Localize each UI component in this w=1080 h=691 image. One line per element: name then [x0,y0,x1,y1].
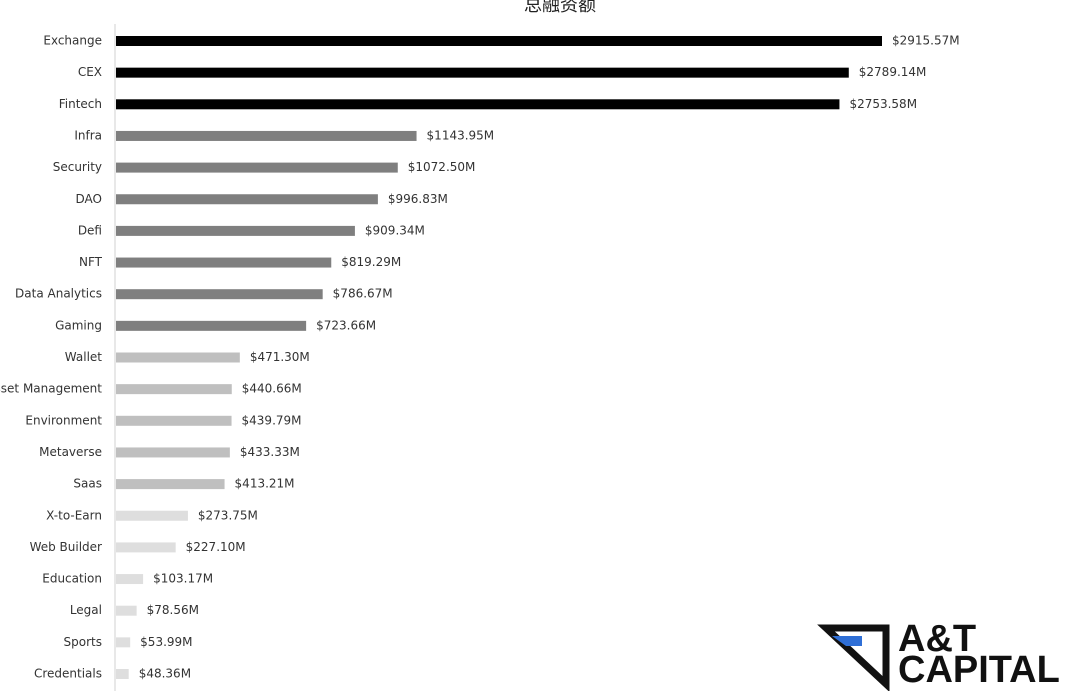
category-label: Metaverse [39,445,102,459]
category-label: DAO [76,192,102,206]
bar [116,542,176,553]
bar [116,669,129,679]
bar [116,415,232,426]
category-label: NFT [79,255,103,269]
category-label: Gaming [55,318,102,332]
category-label: Legal [70,603,102,617]
value-label: $2753.58M [849,97,917,111]
bar [116,352,240,363]
logo-line1: A&T [898,618,976,660]
value-label: $909.34M [365,223,425,237]
bar [116,479,225,490]
value-label: $48.36M [139,667,191,681]
value-label: $273.75M [198,508,258,522]
chart-title: 总融资额 [524,0,596,16]
category-label: Fintech [59,97,102,111]
category-label: Web Builder [30,540,102,554]
bar [116,225,355,236]
bar [116,510,188,521]
logo-accent [832,636,862,646]
value-label: $996.83M [388,192,448,206]
bar [116,320,307,331]
value-label: $786.67M [333,287,393,301]
bar [116,574,144,585]
category-label: Credentials [34,667,102,681]
category-label: Defi [78,223,102,237]
value-label: $413.21M [235,477,295,491]
category-label: Infra [74,128,102,142]
logo-mark [817,624,890,691]
value-label: $819.29M [341,255,401,269]
value-label: $103.17M [153,572,213,586]
value-label: $2789.14M [859,65,927,79]
value-label: $440.66M [242,382,302,396]
value-label: $53.99M [140,635,192,649]
bar [116,162,398,173]
value-label: $227.10M [186,540,246,554]
category-label: Data Analytics [15,287,102,301]
bar [116,36,882,46]
category-label: CEX [78,65,102,79]
bar [116,289,323,300]
category-label: Environment [25,413,102,427]
category-label: Asset Management [0,382,102,396]
bar [116,257,332,268]
logo-line2: CAPITAL [898,649,1060,691]
category-label: Security [53,160,102,174]
category-label: Saas [73,477,102,491]
category-label: Education [42,572,102,586]
value-label: $471.30M [250,350,310,364]
value-label: $723.66M [316,318,376,332]
bar [116,99,840,110]
category-label: Wallet [65,350,103,364]
value-label: $1072.50M [408,160,476,174]
logo: A&T CAPITAL [817,618,1060,691]
category-label: Exchange [43,34,102,48]
value-label: $1143.95M [427,128,495,142]
bar [116,67,849,78]
bar [116,384,232,395]
bar [116,605,137,616]
value-label: $78.56M [147,603,199,617]
bar [116,637,131,648]
category-label: Sports [64,635,102,649]
bar [116,194,378,205]
bar [116,130,417,141]
value-label: $433.33M [240,445,300,459]
value-label: $439.79M [242,413,302,427]
value-label: $2915.57M [892,34,960,48]
category-label: X-to-Earn [46,508,102,522]
bar [116,447,230,458]
